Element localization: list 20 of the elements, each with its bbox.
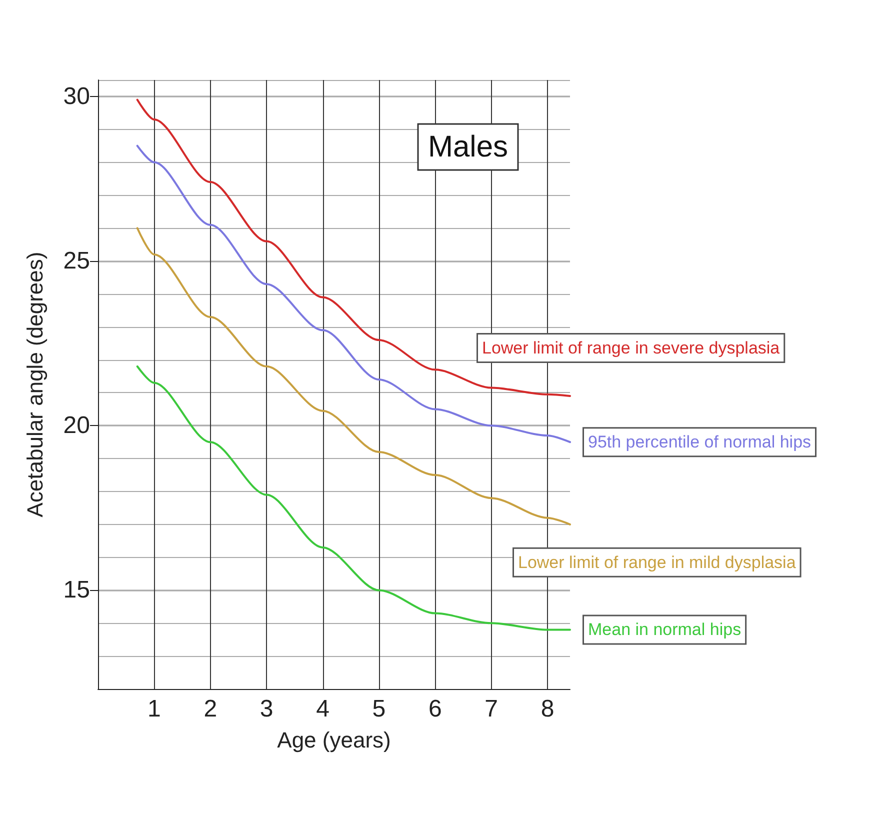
- x-tick-label: 8: [540, 696, 554, 722]
- x-tick-label: 2: [204, 696, 218, 722]
- series-label: 95th percentile of normal hips: [588, 432, 812, 452]
- y-tick-label: 25: [63, 248, 90, 275]
- line-series: [136, 365, 571, 631]
- x-tick-label: 4: [316, 696, 330, 722]
- text: Males: [428, 130, 508, 164]
- x-tick-label: 7: [484, 696, 498, 722]
- y-axis-title: Acetabular angle (degrees): [22, 252, 48, 518]
- series-label: Mean in normal hips: [588, 620, 742, 640]
- x-axis-title: Age (years): [277, 728, 391, 752]
- y-tick-label: 20: [63, 412, 90, 440]
- x-tick-label: 5: [372, 696, 386, 722]
- x-tick-label: 1: [148, 696, 161, 722]
- text: Lower limit of range in mild dysplasia: [518, 552, 796, 572]
- y-tick-label: 15: [63, 576, 90, 604]
- y-tick-label: 30: [63, 82, 90, 110]
- series-label: Lower limit of range in severe dysplasia: [482, 338, 780, 358]
- x-tick-label: 6: [428, 696, 442, 722]
- x-tick-label: 3: [260, 696, 274, 722]
